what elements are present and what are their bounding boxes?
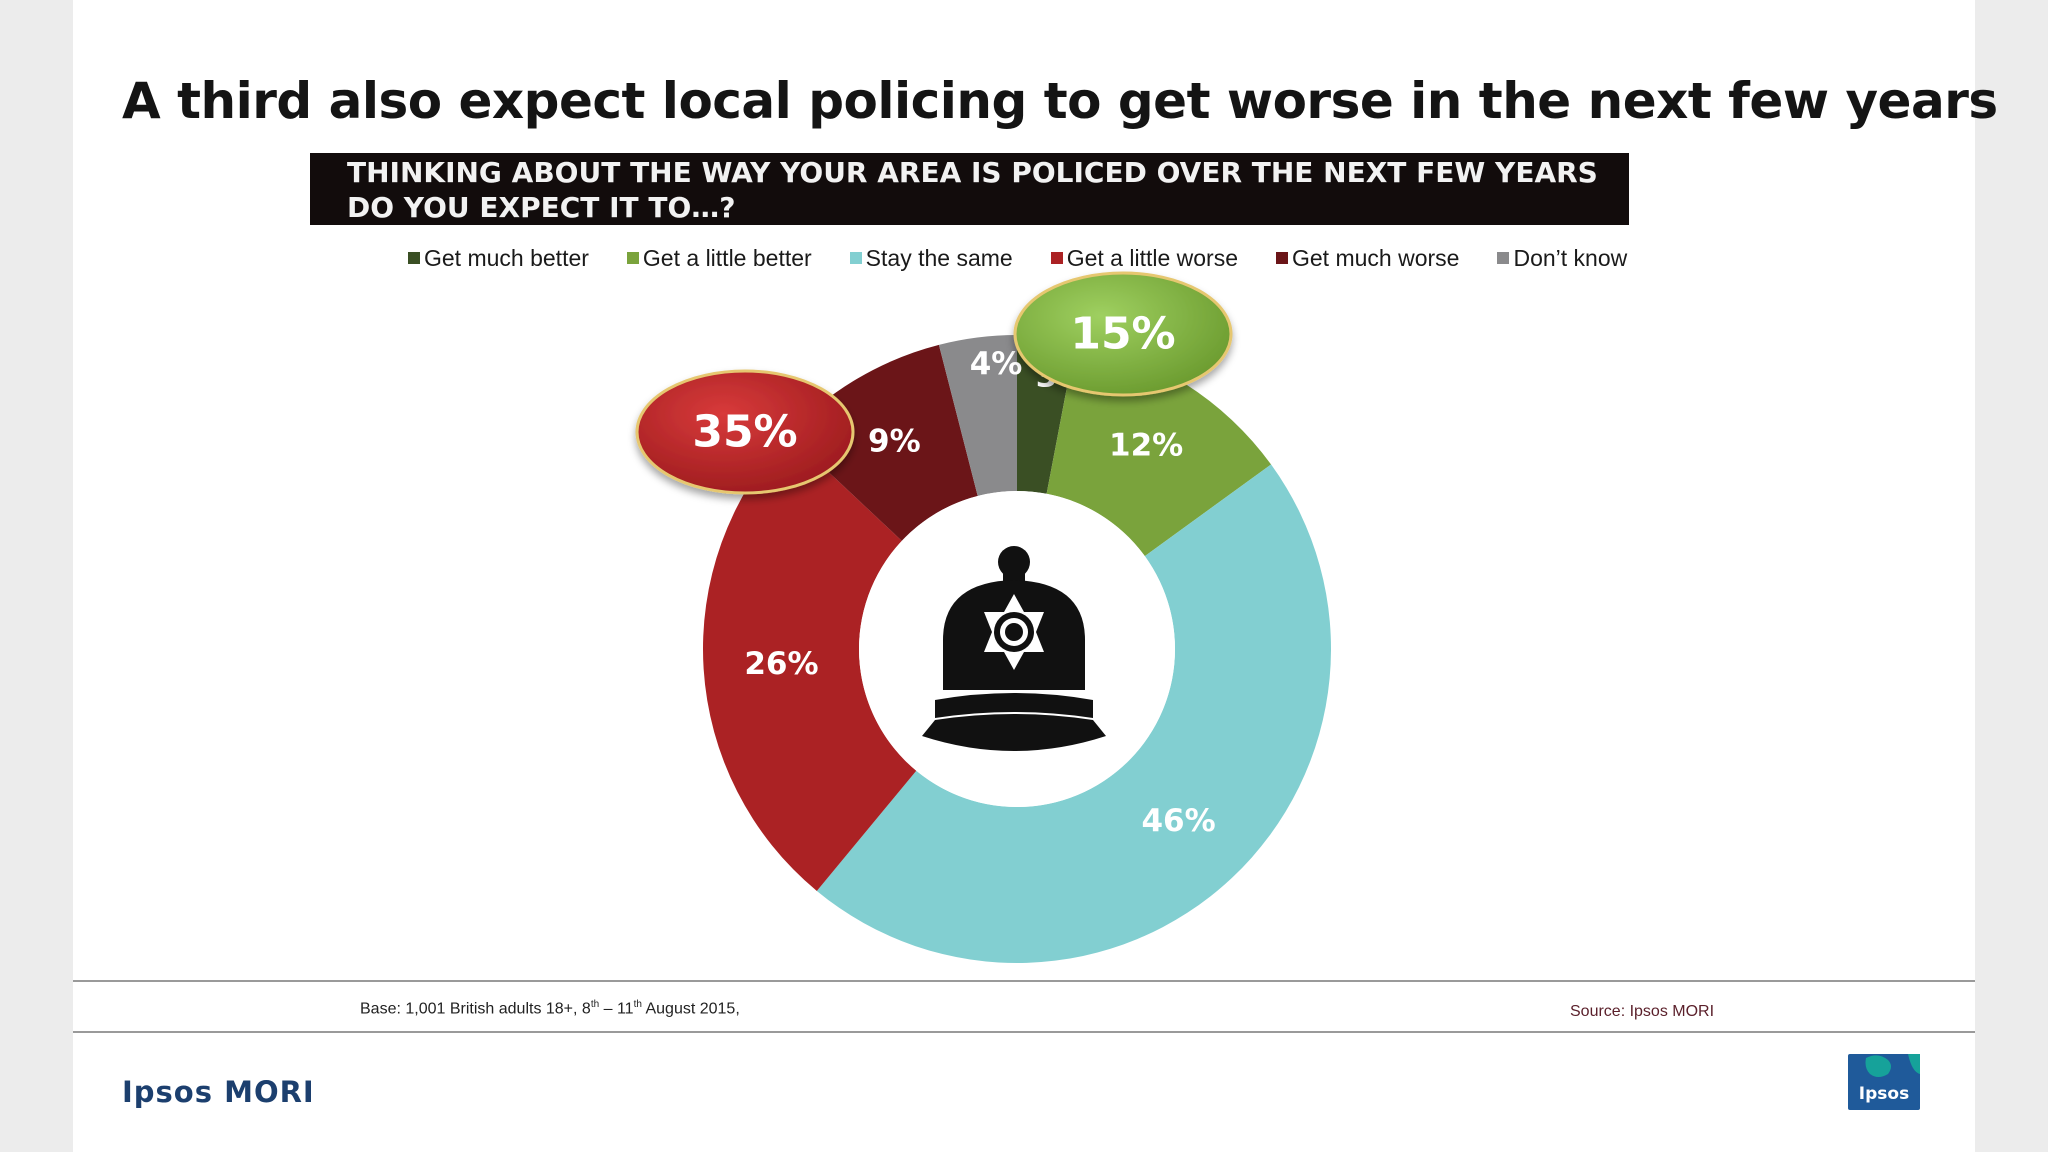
slide-title: A third also expect local policing to ge…	[122, 72, 1998, 130]
police-helmet-icon	[922, 546, 1106, 751]
legend-item: Get much worse	[1276, 245, 1459, 272]
footer-divider-bottom	[73, 1031, 1975, 1033]
legend-item: Get a little better	[626, 244, 812, 272]
callout-ellipse	[635, 369, 855, 495]
donut-slice-stay-the-same	[816, 464, 1332, 964]
logo-text: Ipsos	[1858, 1084, 1910, 1104]
donut-slice-don-t-know	[938, 335, 1017, 496]
callout-ellipse	[1013, 271, 1233, 397]
callout-value: 15%	[1070, 309, 1175, 360]
base-note: Base: 1,001 British adults 18+, 8th – 11…	[360, 999, 740, 1018]
legend-swatch	[1276, 252, 1288, 264]
legend-swatch	[1050, 252, 1063, 264]
donut-slice-get-much-worse	[788, 344, 978, 541]
legend-swatch	[626, 252, 639, 264]
legend-label: Get a little worse	[1066, 244, 1238, 271]
source-note: Source: Ipsos MORI	[1570, 1003, 1715, 1020]
legend-label: Don’t know	[1513, 244, 1628, 271]
legend-label: Get a little better	[642, 244, 812, 271]
footer-divider-top	[73, 980, 1975, 982]
slice-value-label: 26%	[744, 646, 818, 682]
slice-value-label: 9%	[868, 424, 921, 460]
legend-swatch	[1497, 252, 1510, 264]
legend-swatch	[408, 252, 420, 264]
legend-item: Get much better	[408, 245, 589, 272]
legend-label: Get much worse	[1292, 244, 1460, 271]
chart-legend: Get much better Get a little better Stay t…	[408, 242, 1627, 274]
legend-label: Get much better	[424, 244, 589, 271]
legend-item: Get a little worse	[1050, 244, 1238, 272]
logo-shape	[1848, 1054, 1920, 1110]
question-banner: THINKING ABOUT THE WAY YOUR AREA IS POLI…	[310, 153, 1629, 225]
slice-value-label: 46%	[1141, 803, 1215, 839]
legend-item: Stay the same	[849, 244, 1013, 272]
legend-swatch	[849, 252, 862, 264]
slice-value-label: 12%	[1109, 428, 1183, 464]
brand-wordmark: Ipsos MORI	[122, 1075, 315, 1109]
slice-value-label: 4%	[970, 346, 1023, 382]
callout-worse-total: 35%	[635, 369, 855, 495]
legend-item: Don’t know	[1497, 245, 1627, 272]
donut-slice-get-a-little-worse	[703, 434, 917, 891]
callout-value: 35%	[692, 407, 797, 458]
legend-label: Stay the same	[865, 244, 1013, 271]
ipsos-logo: Ipsos	[1848, 1054, 1920, 1110]
callout-better-total: 15%	[1013, 271, 1233, 397]
